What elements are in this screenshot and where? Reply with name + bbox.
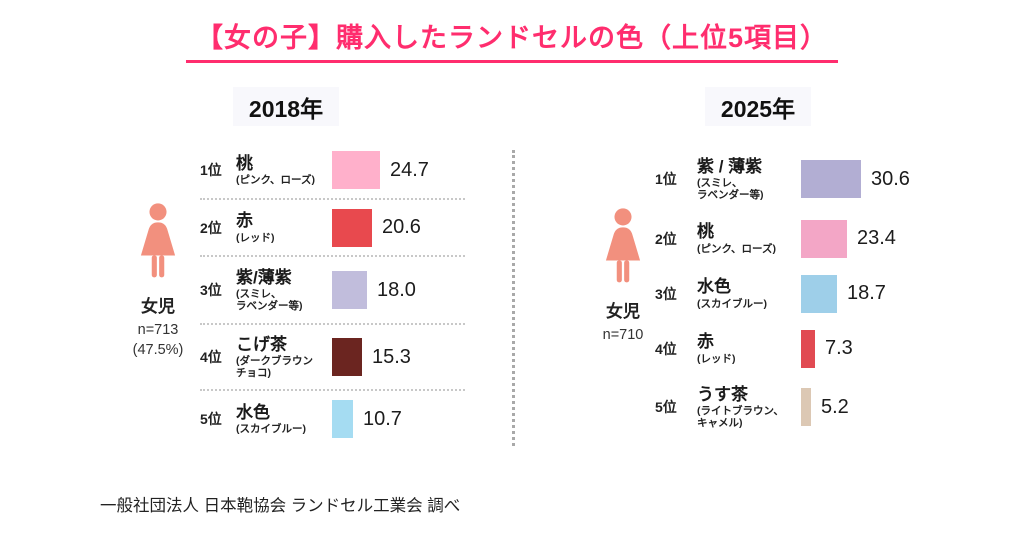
- rank-row: 1位 桃 (ピンク、ローズ) 24.7: [200, 142, 465, 200]
- rank-label: 2位: [200, 219, 222, 236]
- color-swatch: [332, 271, 367, 309]
- group-2018: 女児 n=713 (47.5%): [112, 202, 204, 362]
- rank-label: 4位: [200, 349, 222, 365]
- color-swatch: [801, 329, 815, 368]
- rank-row: 5位 水色 (スカイブルー) 10.7: [200, 391, 465, 447]
- rank-row: 2位 赤 (レッド) 20.6: [200, 200, 465, 257]
- color-swatch: [332, 400, 353, 438]
- value-label: 23.4: [857, 227, 896, 249]
- rank-label: 5位: [200, 411, 222, 427]
- color-note: (ピンク、ローズ): [236, 174, 316, 187]
- value-label: 15.3: [372, 345, 411, 368]
- group-label: 女児: [141, 297, 175, 316]
- color-note: (スカイブルー): [697, 297, 767, 310]
- color-swatch: [801, 219, 847, 258]
- rank-row: 5位 うす茶 (ライトブラウン、 キャメル) 5.2: [655, 376, 935, 438]
- year-header-2018: 2018年: [233, 87, 339, 126]
- value-label: 20.6: [382, 216, 421, 238]
- color-name: 赤: [697, 332, 714, 352]
- value-label: 18.7: [847, 282, 886, 304]
- rank-label: 5位: [655, 399, 677, 415]
- female-icon: [140, 203, 176, 278]
- page-title: 【女の子】購入したランドセルの色（上位5項目）: [185, 16, 839, 63]
- rank-label: 3位: [200, 282, 222, 298]
- color-swatch: [332, 208, 372, 247]
- ranking-list-2018: 1位 桃 (ピンク、ローズ) 24.7 2位 赤 (レッド) 20.6 3位 紫/薄…: [200, 142, 465, 447]
- value-label: 18.0: [377, 278, 416, 301]
- value-label: 10.7: [363, 407, 402, 430]
- color-note: (レッド): [697, 352, 736, 365]
- rank-label: 1位: [655, 171, 677, 187]
- rank-label: 3位: [655, 285, 677, 302]
- color-note: (ダークブラウン チョコ): [236, 355, 313, 380]
- sample-percent: (47.5%): [132, 342, 184, 358]
- rank-label: 2位: [655, 230, 677, 247]
- rank-row: 4位 赤 (レッド) 7.3: [655, 321, 935, 376]
- color-note: (レッド): [236, 231, 275, 244]
- rank-row: 1位 紫 / 薄紫 (スミレ、 ラベンダー等) 30.6: [655, 147, 935, 211]
- color-swatch: [801, 274, 837, 313]
- rank-row: 2位 桃 (ピンク、ローズ) 23.4: [655, 211, 935, 266]
- value-label: 24.7: [390, 158, 429, 181]
- color-name: 紫/薄紫: [236, 267, 292, 287]
- color-swatch: [332, 151, 380, 189]
- sample-size: n=710: [602, 327, 644, 343]
- rank-label: 4位: [655, 340, 677, 357]
- color-name: 紫 / 薄紫: [697, 156, 763, 176]
- group-2025: 女児 n=710: [577, 207, 669, 347]
- color-swatch: [801, 160, 861, 198]
- year-header-2025: 2025年: [705, 87, 811, 126]
- sample-size: n=713: [137, 322, 179, 338]
- value-label: 30.6: [871, 167, 910, 190]
- divider: [512, 150, 515, 446]
- color-name: 赤: [236, 211, 253, 231]
- color-note: (ライトブラウン、 キャメル): [697, 405, 784, 430]
- color-swatch: [801, 388, 811, 426]
- rank-row: 4位 こげ茶 (ダークブラウン チョコ) 15.3: [200, 325, 465, 391]
- color-note: (スミレ、 ラベンダー等): [697, 177, 764, 202]
- color-note: (ピンク、ローズ): [697, 242, 777, 255]
- ranking-list-2025: 1位 紫 / 薄紫 (スミレ、 ラベンダー等) 30.6 2位 桃 (ピンク、ローズ…: [655, 147, 935, 438]
- color-name: 桃: [236, 153, 253, 173]
- rank-row: 3位 水色 (スカイブルー) 18.7: [655, 266, 935, 321]
- female-icon: [605, 208, 641, 283]
- source-note: 一般社団法人 日本鞄協会 ランドセル工業会 調べ: [100, 497, 461, 515]
- group-label: 女児: [606, 302, 640, 321]
- rank-label: 1位: [200, 162, 222, 178]
- color-note: (スミレ、 ラベンダー等): [236, 288, 303, 313]
- color-name: 水色: [236, 402, 270, 422]
- color-name: こげ茶: [236, 334, 287, 354]
- color-name: 桃: [697, 222, 714, 242]
- color-name: うす茶: [697, 384, 748, 404]
- color-note: (スカイブルー): [236, 423, 306, 436]
- color-name: 水色: [697, 277, 731, 297]
- value-label: 7.3: [825, 337, 853, 359]
- rank-row: 3位 紫/薄紫 (スミレ、 ラベンダー等) 18.0: [200, 257, 465, 325]
- color-swatch: [332, 338, 362, 376]
- value-label: 5.2: [821, 395, 849, 418]
